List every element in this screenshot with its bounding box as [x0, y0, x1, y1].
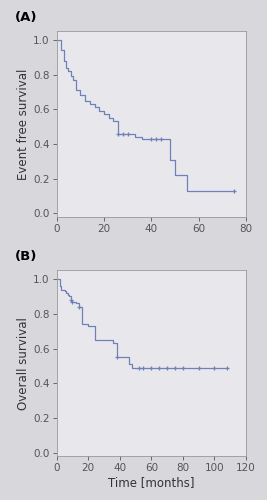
Text: (A): (A): [15, 10, 37, 24]
Y-axis label: Event free survival: Event free survival: [17, 68, 30, 180]
Y-axis label: Overall survival: Overall survival: [17, 317, 30, 410]
Text: (B): (B): [15, 250, 37, 263]
X-axis label: Time [months]: Time [months]: [108, 476, 195, 489]
